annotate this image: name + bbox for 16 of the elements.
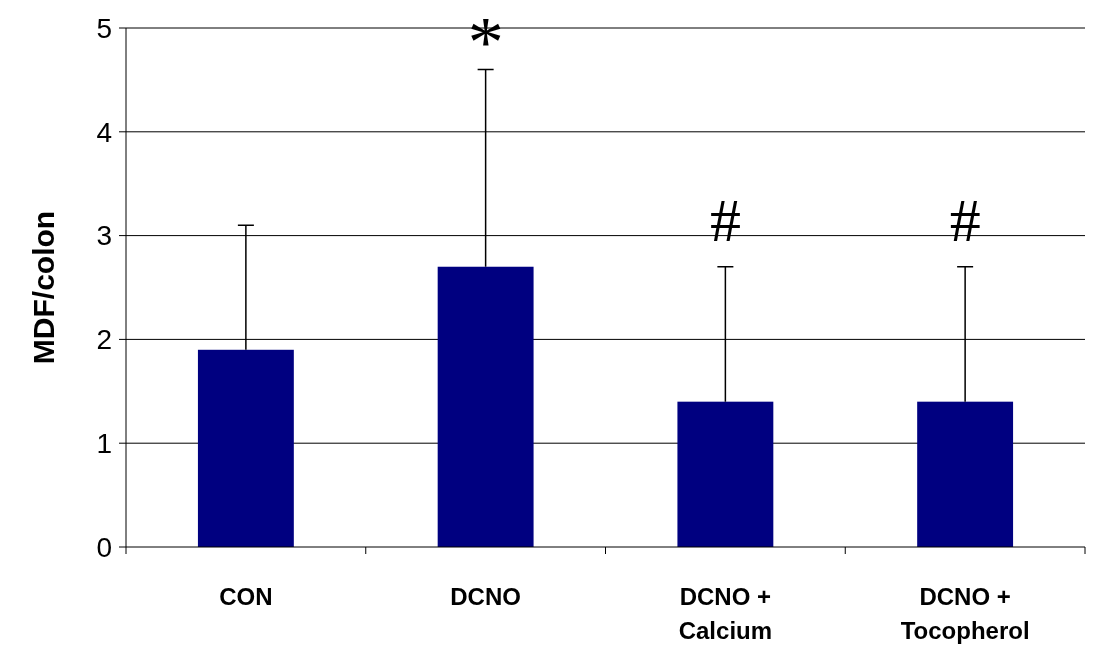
bar	[917, 401, 1014, 547]
y-tick-label: 5	[96, 12, 112, 44]
y-tick-label: 0	[96, 531, 112, 563]
x-tick-label: DCNO + Calcium	[678, 583, 773, 644]
annotation: *	[467, 1, 504, 82]
x-tick-label: DCNO	[450, 583, 521, 610]
bar	[677, 401, 774, 547]
x-tick-label: CON	[219, 583, 273, 610]
x-tick-label: DCNO + Tocopherol	[900, 583, 1030, 644]
y-tick-label: 4	[96, 116, 112, 148]
y-tick-label: 3	[96, 220, 112, 252]
y-axis-title: MDF/colon	[27, 210, 60, 365]
y-tick-label: 1	[96, 428, 112, 459]
bar	[197, 349, 294, 547]
y-tick-label: 2	[96, 324, 112, 356]
bar	[437, 266, 534, 547]
